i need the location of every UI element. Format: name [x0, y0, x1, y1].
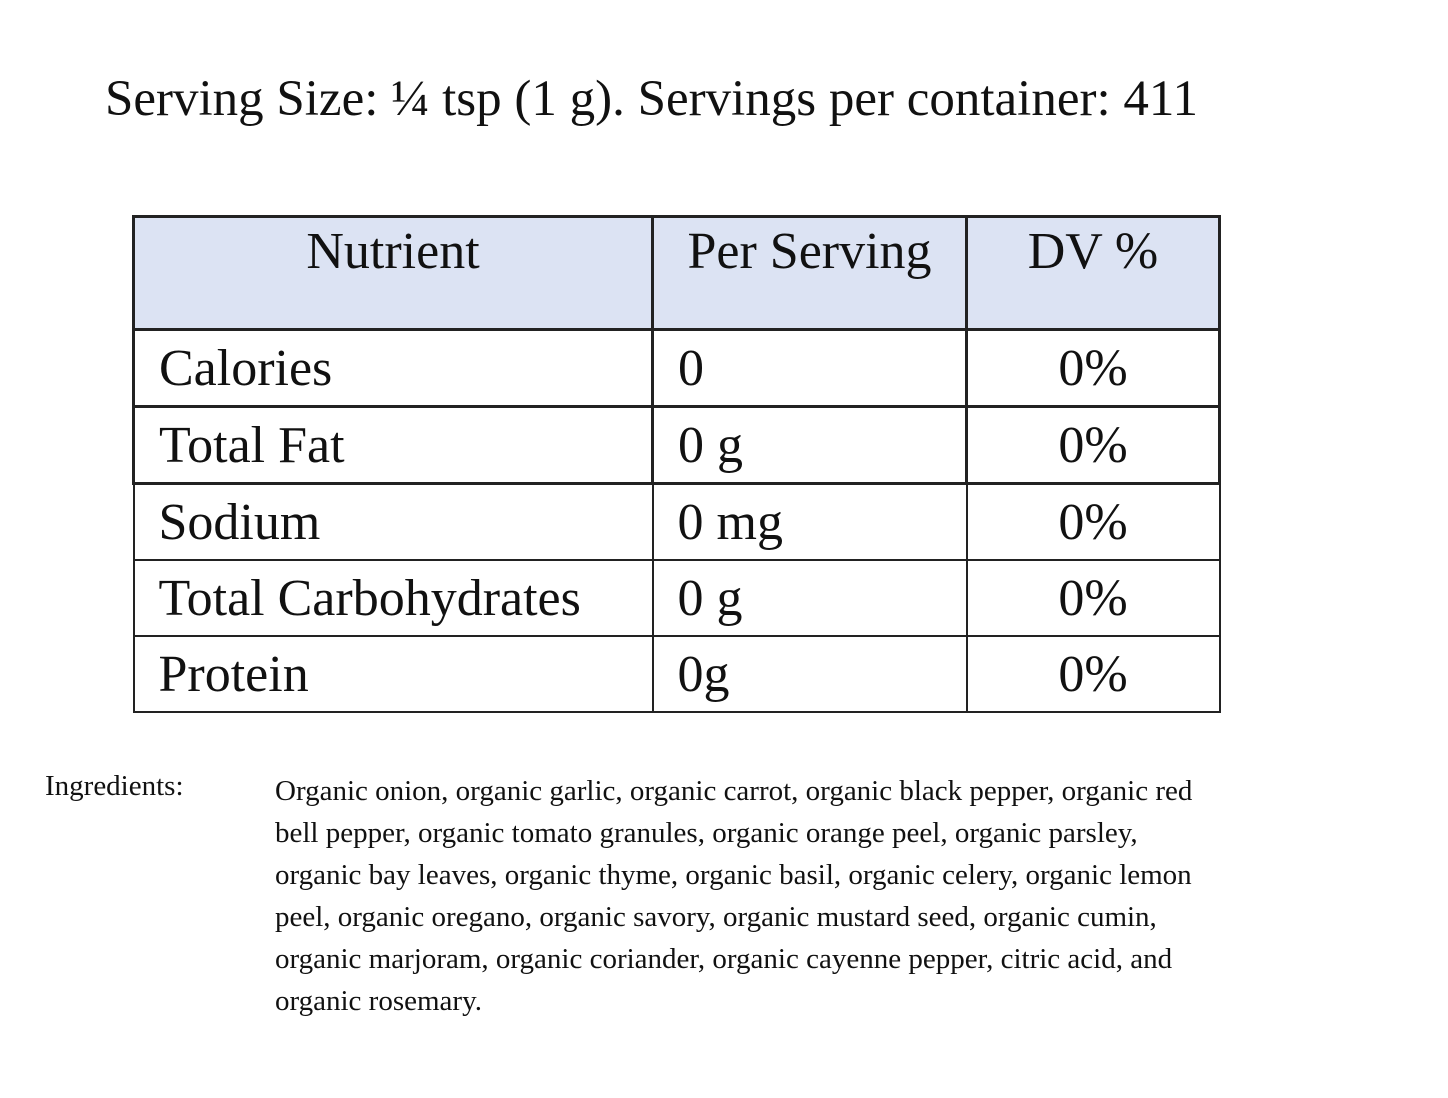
table-cell: Total Fat	[132, 405, 654, 485]
table-cell: 0%	[965, 559, 1221, 637]
header-cell: Per Serving	[651, 215, 968, 331]
header-row: Nutrient Per Serving DV %	[132, 215, 1221, 331]
serving-title: Serving Size: ¼ tsp (1 g). Servings per …	[105, 71, 1198, 127]
header-cell: DV %	[965, 215, 1221, 331]
table-cell: 0%	[965, 405, 1221, 485]
ingredients-line: organic rosemary.	[275, 985, 482, 1017]
table-row: Calories 0 0%	[132, 328, 1221, 408]
table-cell: 0%	[965, 635, 1221, 713]
ingredients-line: Organic onion, organic garlic, organic c…	[275, 775, 1193, 807]
nutrition-table: Nutrient Per Serving DV % Calories 0 0% Total…	[132, 215, 1221, 713]
table-cell: Protein	[132, 635, 654, 713]
table-body: Calories 0 0% Total Fat 0 g 0% Sodium 0 mg 0% Tot…	[132, 328, 1221, 713]
table-cell: 0%	[965, 328, 1221, 408]
table-cell: Sodium	[132, 482, 654, 561]
table-cell: 0 g	[651, 405, 968, 485]
table-cell: 0%	[965, 482, 1221, 561]
table-row: Total Carbohydrates 0 g 0%	[132, 559, 1221, 637]
ingredients-line: bell pepper, organic tomato granules, or…	[275, 817, 1138, 849]
ingredients-text: Organic onion, organic garlic, organic c…	[275, 770, 1192, 1022]
table-cell: 0g	[651, 635, 968, 713]
header-cell: Nutrient	[132, 215, 654, 331]
table-cell: 0	[651, 328, 968, 408]
table-row: Total Fat 0 g 0%	[132, 405, 1221, 485]
ingredients-label: Ingredients:	[45, 770, 184, 802]
table-cell: 0 mg	[651, 482, 968, 561]
ingredients-line: peel, organic oregano, organic savory, o…	[275, 901, 1157, 933]
table-row: Sodium 0 mg 0%	[132, 482, 1221, 561]
ingredients-line: organic marjoram, organic coriander, org…	[275, 943, 1173, 975]
table-cell: Total Carbohydrates	[132, 559, 654, 637]
table-cell: 0 g	[651, 559, 968, 637]
table-row: Protein 0g 0%	[132, 635, 1221, 713]
table-cell: Calories	[132, 328, 654, 408]
table-header: Nutrient Per Serving DV %	[132, 215, 1221, 331]
ingredients-line: organic bay leaves, organic thyme, organ…	[275, 859, 1192, 891]
